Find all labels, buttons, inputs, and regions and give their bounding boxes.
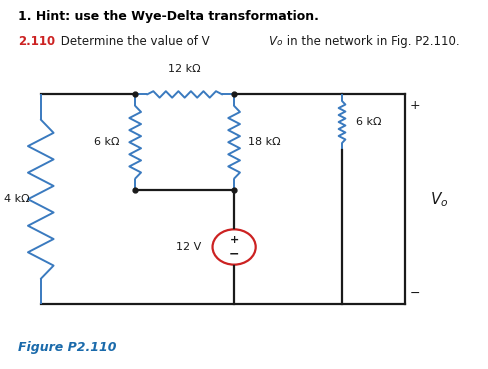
- Text: 6 kΩ: 6 kΩ: [94, 137, 120, 147]
- Text: in the network in Fig. P2.110.: in the network in Fig. P2.110.: [283, 35, 459, 48]
- Text: −: −: [409, 286, 420, 300]
- Text: $V_o$: $V_o$: [430, 190, 448, 208]
- Text: Figure P2.110: Figure P2.110: [18, 341, 117, 354]
- Text: 12 kΩ: 12 kΩ: [168, 64, 201, 74]
- Text: 12 V: 12 V: [176, 242, 201, 252]
- Text: 1. Hint: use the Wye-Delta transformation.: 1. Hint: use the Wye-Delta transformatio…: [18, 10, 319, 23]
- Text: Determine the value of V: Determine the value of V: [57, 35, 209, 48]
- Text: 2.110: 2.110: [18, 35, 56, 48]
- Text: V: V: [268, 35, 276, 48]
- Text: +: +: [409, 99, 420, 112]
- Text: −: −: [229, 247, 240, 260]
- Text: 4 kΩ: 4 kΩ: [4, 194, 30, 204]
- Text: 6 kΩ: 6 kΩ: [356, 117, 381, 127]
- Text: o: o: [277, 38, 283, 47]
- Text: 18 kΩ: 18 kΩ: [247, 137, 280, 147]
- Text: +: +: [229, 235, 239, 245]
